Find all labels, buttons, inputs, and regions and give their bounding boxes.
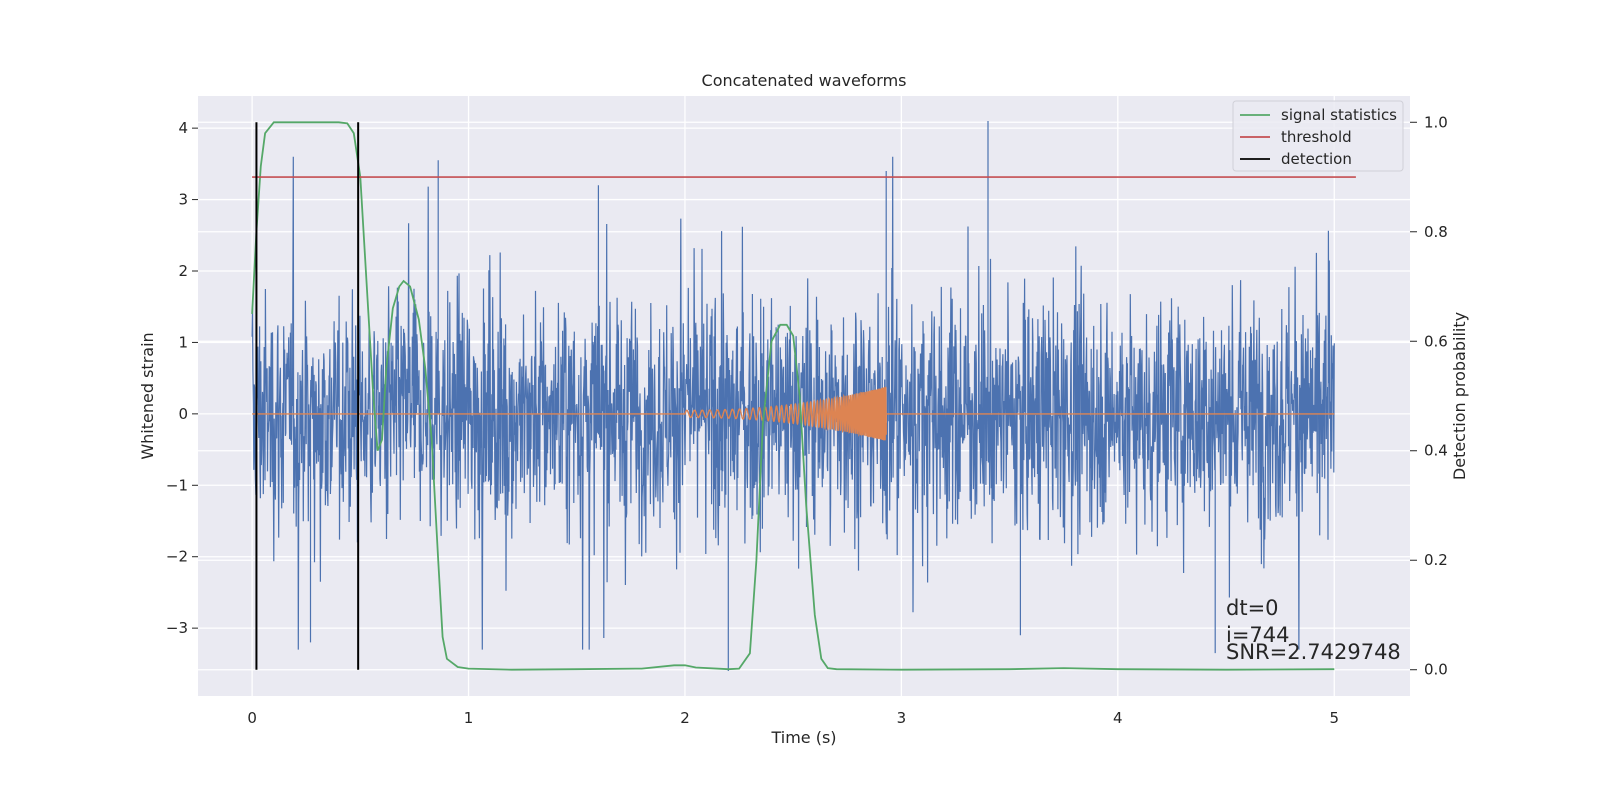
x-tick-label: 1 <box>464 709 474 727</box>
y-tick-label: 1 <box>178 333 188 351</box>
template-waveform-series <box>252 386 1335 441</box>
y2-tick-label: 0.2 <box>1424 551 1448 569</box>
plot-area <box>251 121 1356 671</box>
y-axis-ticks: −3 −2 −1 0 1 2 3 4 <box>166 119 198 637</box>
whitened-strain-series <box>251 121 1335 671</box>
y-axis-label: Whitened strain <box>138 332 157 459</box>
annotation-snr: SNR=2.7429748 <box>1226 640 1401 664</box>
y2-axis-ticks: 0.0 0.2 0.4 0.6 0.8 1.0 <box>1410 113 1448 679</box>
legend-label-signal-statistics: signal statistics <box>1281 106 1397 124</box>
y2-tick-label: 0.6 <box>1424 332 1448 350</box>
x-tick-label: 2 <box>680 709 690 727</box>
y-tick-label: 3 <box>178 191 188 209</box>
y2-axis-label: Detection probability <box>1450 312 1469 480</box>
x-tick-label: 5 <box>1329 709 1339 727</box>
legend: signal statistics threshold detection <box>1232 100 1404 172</box>
x-axis-label: Time (s) <box>770 728 836 747</box>
x-tick-label: 0 <box>247 709 257 727</box>
y-tick-label: 0 <box>178 405 188 423</box>
x-axis-ticks: 0 1 2 3 4 5 <box>247 709 1339 727</box>
y-tick-label: −2 <box>166 548 188 566</box>
y2-tick-label: 0.8 <box>1424 223 1448 241</box>
x-tick-label: 3 <box>897 709 907 727</box>
legend-label-threshold: threshold <box>1281 128 1352 146</box>
x-tick-label: 4 <box>1113 709 1123 727</box>
annotation-index: i=744 <box>1226 623 1290 647</box>
y-tick-label: −3 <box>166 619 188 637</box>
legend-label-detection: detection <box>1281 150 1352 168</box>
chart-title: Concatenated waveforms <box>702 71 907 90</box>
y2-tick-label: 0.4 <box>1424 442 1448 460</box>
signal-statistics-line <box>251 121 1335 671</box>
legend-box <box>1232 100 1404 172</box>
y2-tick-label: 1.0 <box>1424 113 1448 131</box>
y-tick-label: 4 <box>178 119 188 137</box>
y-tick-label: 2 <box>178 262 188 280</box>
y-tick-label: −1 <box>166 476 188 494</box>
y2-tick-label: 0.0 <box>1424 661 1448 679</box>
annotation-dt: dt=0 <box>1226 596 1279 620</box>
annotation-block: dt=0 i=744 SNR=2.7429748 <box>1226 596 1401 664</box>
